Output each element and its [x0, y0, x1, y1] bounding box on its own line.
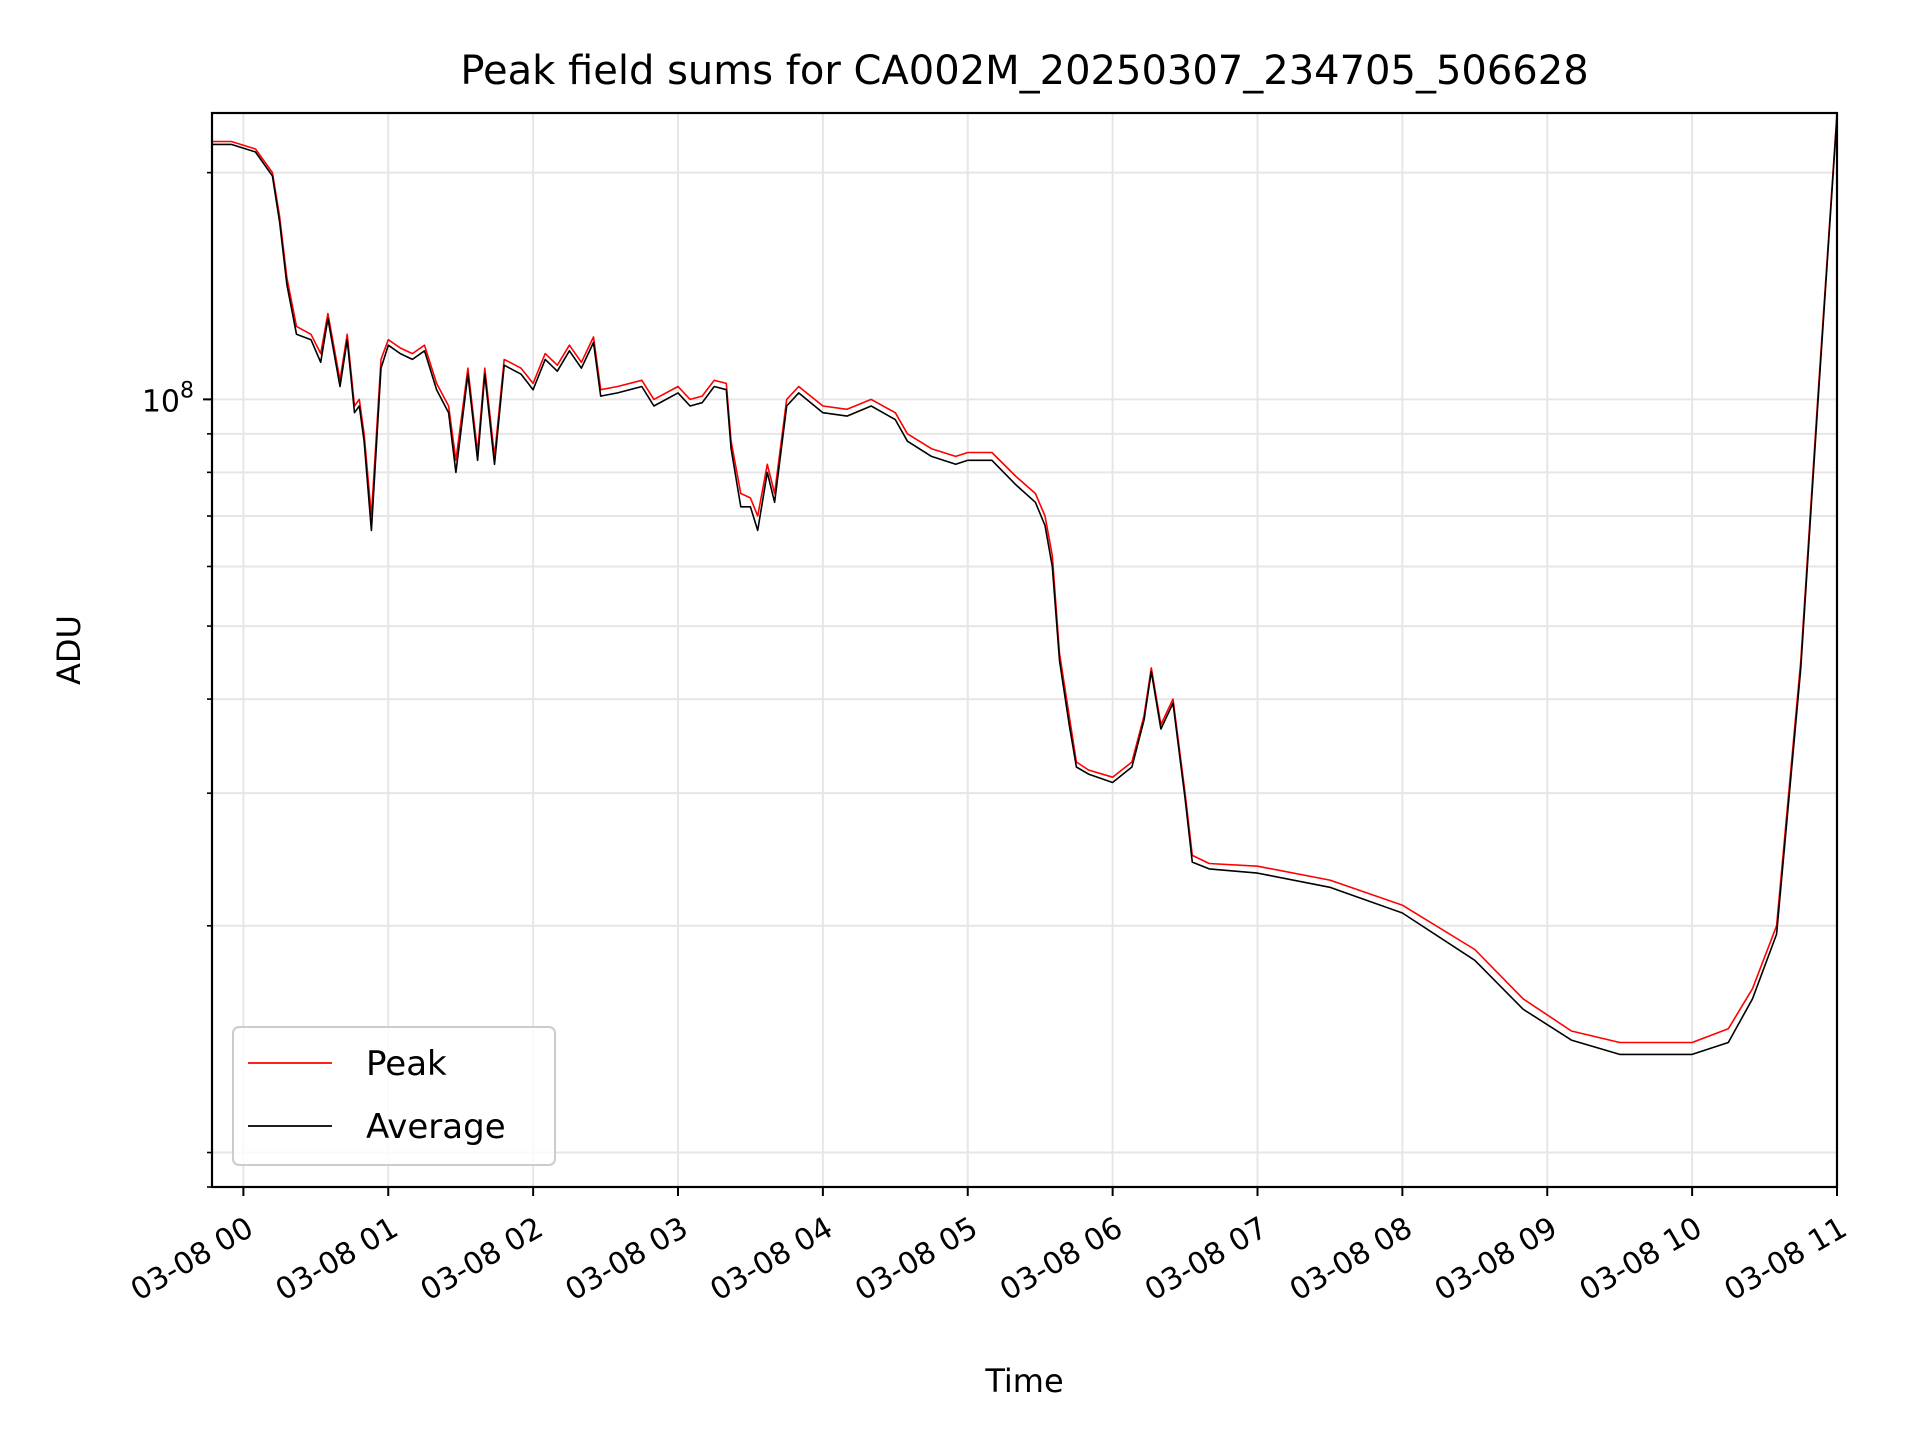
series-group	[212, 112, 1838, 1056]
y-tick-label: 108	[142, 378, 194, 419]
legend-box	[232, 1026, 556, 1166]
x-axis-title: Time	[984, 1362, 1063, 1400]
x-tick-label: 03-08 09	[1429, 1210, 1563, 1308]
x-tick-label: 03-08 06	[994, 1210, 1128, 1308]
legend-label-peak: Peak	[366, 1044, 447, 1084]
legend: Peak Average	[232, 1026, 556, 1166]
x-tick-label: 03-08 02	[415, 1210, 549, 1308]
x-tick-label: 03-08 08	[1284, 1210, 1418, 1308]
y-tick-base: 10	[142, 384, 180, 419]
legend-label-average: Average	[366, 1107, 506, 1147]
x-tick-label: 03-08 03	[560, 1210, 694, 1308]
x-tick-label: 03-08 07	[1139, 1210, 1273, 1308]
y-axis-title: ADU	[50, 615, 88, 685]
x-tick-label: 03-08 11	[1719, 1210, 1853, 1308]
x-tick-label: 03-08 01	[270, 1210, 404, 1308]
y-axis-ticks: 108	[142, 378, 212, 419]
peak-series-line	[212, 112, 1838, 1044]
x-tick-label: 03-08 10	[1574, 1210, 1708, 1308]
x-tick-label: 03-08 05	[849, 1210, 983, 1308]
grid	[212, 113, 1838, 1188]
y-tick-exponent: 8	[180, 378, 194, 403]
plot-frame	[210, 111, 1839, 1189]
x-tick-label: 03-08 04	[705, 1210, 839, 1308]
average-series-line	[212, 115, 1838, 1056]
chart-title: Peak field sums for CA002M_20250307_2347…	[460, 48, 1588, 94]
x-tick-label: 03-08 00	[125, 1210, 259, 1308]
